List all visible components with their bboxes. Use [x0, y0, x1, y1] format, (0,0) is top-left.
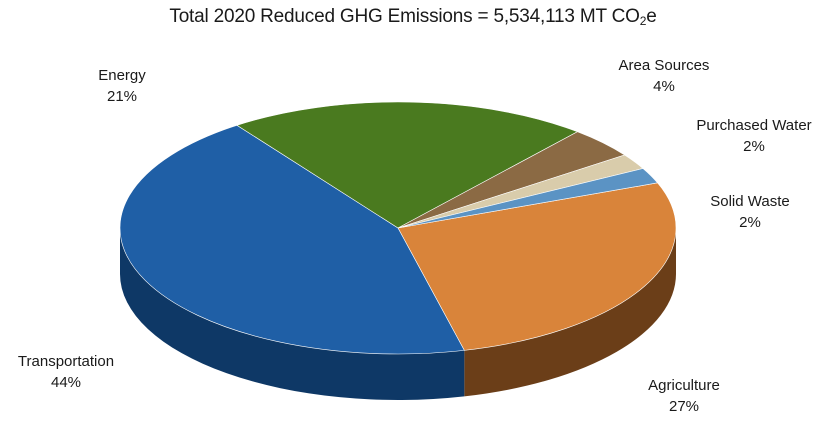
chart-title: Total 2020 Reduced GHG Emissions = 5,534…: [169, 6, 657, 28]
pie-slice-transportation: [119, 124, 465, 355]
slice-label-transportation: Transportation: [18, 353, 114, 370]
slice-label-purchased-water: Purchased Water: [696, 117, 811, 134]
slice-label-energy: Energy: [98, 67, 146, 84]
slice-percent-area-sources: 4%: [653, 78, 675, 95]
slice-label-solid-waste: Solid Waste: [710, 193, 789, 210]
slice-label-agriculture: Agriculture: [648, 377, 720, 394]
pie-slice-solid-waste: [397, 168, 659, 229]
pie-slice-energy: [236, 101, 579, 229]
slice-label-area-sources: Area Sources: [619, 57, 710, 74]
pie-slice-agriculture: [397, 182, 677, 351]
slice-percent-transportation: 44%: [51, 374, 81, 391]
pie-side-agriculture: [464, 228, 676, 397]
pie-side-transportation: [120, 228, 465, 401]
slice-percent-solid-waste: 2%: [739, 214, 761, 231]
slice-percent-energy: 21%: [107, 88, 137, 105]
slice-percent-purchased-water: 2%: [743, 138, 765, 155]
slice-percent-agriculture: 27%: [669, 398, 699, 415]
